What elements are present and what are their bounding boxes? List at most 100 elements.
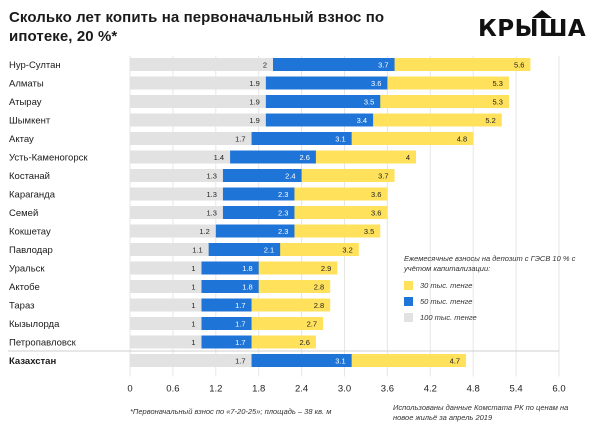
x-tick-label: 2.4 xyxy=(295,384,308,395)
value-label-100: 2 xyxy=(263,60,267,69)
category-label: Нур-Султан xyxy=(9,60,61,71)
value-label-100: 1.3 xyxy=(207,171,217,180)
value-label-100: 1 xyxy=(191,338,195,347)
value-label-30: 2.8 xyxy=(314,282,324,291)
value-label-50: 3.4 xyxy=(357,116,367,125)
value-label-100: 1.7 xyxy=(235,134,245,143)
bar-100 xyxy=(130,187,223,201)
bar-100 xyxy=(130,317,202,330)
x-tick-label: 3.0 xyxy=(338,384,351,395)
x-tick-label: 6.0 xyxy=(552,384,565,395)
category-label: Шымкент xyxy=(9,116,51,127)
category-label: Алматы xyxy=(9,79,44,90)
x-tick-label: 5.4 xyxy=(509,384,522,395)
value-label-30: 2.6 xyxy=(299,338,309,347)
legend-label-30: 30 тыс. тенге xyxy=(420,280,473,290)
value-label-30: 3.5 xyxy=(364,227,374,236)
value-label-50: 2.1 xyxy=(264,245,274,254)
value-label-50: 1.7 xyxy=(235,301,245,310)
category-label: Актау xyxy=(9,134,34,145)
category-label: Караганда xyxy=(9,190,56,201)
legend-label-50: 50 тыс. тенге xyxy=(420,296,473,306)
value-label-100: 1.1 xyxy=(192,245,202,254)
value-label-100: 1.4 xyxy=(214,153,224,162)
logo-roof-icon xyxy=(532,10,552,18)
value-label-100: 1 xyxy=(191,282,195,291)
footnote: *Первоначальный взнос по «7-20-25»; площ… xyxy=(130,407,332,416)
value-label-100: 1.9 xyxy=(249,79,259,88)
value-label-30: 3.6 xyxy=(371,208,381,217)
category-label: Уральск xyxy=(9,264,45,275)
value-label-30: 2.7 xyxy=(307,319,317,328)
value-label-100: 1.3 xyxy=(207,190,217,199)
value-label-50: 2.3 xyxy=(278,190,288,199)
value-label-30: 5.3 xyxy=(493,97,503,106)
value-label-50: 3.6 xyxy=(371,79,381,88)
value-label-100: 1 xyxy=(191,264,195,273)
x-tick-label: 3.6 xyxy=(381,384,394,395)
legend-title: Ежемесячные взносы на депозит с ГЭСВ 10 … xyxy=(404,254,576,273)
value-label-100: 1 xyxy=(191,319,195,328)
category-label: Казахстан xyxy=(9,356,56,367)
value-label-50: 3.7 xyxy=(378,60,388,69)
bar-100 xyxy=(130,243,209,256)
legend-label-100: 100 тыс. тенге xyxy=(420,312,477,322)
value-label-30: 2.8 xyxy=(314,301,324,310)
legend-item-30: 30 тыс. тенге xyxy=(404,280,584,290)
x-tick-label: 1.2 xyxy=(209,384,222,395)
value-label-50: 3.1 xyxy=(335,134,345,143)
category-label: Семей xyxy=(9,208,38,219)
x-tick-label: 4.2 xyxy=(424,384,437,395)
category-label: Тараз xyxy=(9,301,34,312)
value-label-30: 4.8 xyxy=(457,134,467,143)
value-label-30: 3.2 xyxy=(342,245,352,254)
bar-100 xyxy=(130,298,202,312)
value-label-50: 1.7 xyxy=(235,338,245,347)
category-label: Кокшетау xyxy=(9,227,51,238)
value-label-100: 1.7 xyxy=(235,356,245,365)
category-label: Кызылорда xyxy=(9,319,60,330)
bar-100 xyxy=(130,335,202,349)
value-label-50: 2.6 xyxy=(299,153,309,162)
bar-100 xyxy=(130,280,202,293)
value-label-50: 1.7 xyxy=(235,319,245,328)
value-label-100: 1.9 xyxy=(249,116,259,125)
value-label-50: 2.4 xyxy=(285,171,295,180)
bar-100 xyxy=(130,261,202,275)
bar-100 xyxy=(130,169,223,182)
value-label-100: 1.3 xyxy=(207,208,217,217)
legend-item-50: 50 тыс. тенге xyxy=(404,296,584,306)
value-label-30: 5.6 xyxy=(514,60,524,69)
legend-item-100: 100 тыс. тенге xyxy=(404,312,584,322)
bar-100 xyxy=(130,113,266,127)
brand-logo: КРЫША xyxy=(478,16,587,42)
category-label: Петропавловск xyxy=(9,338,77,349)
value-label-30: 4.7 xyxy=(450,356,460,365)
category-label: Актобе xyxy=(9,282,40,293)
bar-100 xyxy=(130,58,273,71)
value-label-50: 1.8 xyxy=(242,282,252,291)
bar-100 xyxy=(130,224,216,238)
x-tick-label: 0 xyxy=(127,384,132,395)
value-label-100: 1.9 xyxy=(249,97,259,106)
x-tick-label: 0.6 xyxy=(166,384,179,395)
bar-100 xyxy=(130,206,223,219)
bar-100 xyxy=(130,132,252,145)
value-label-30: 3.7 xyxy=(378,171,388,180)
category-label: Павлодар xyxy=(9,245,53,256)
value-label-100: 1 xyxy=(191,301,195,310)
value-label-50: 1.8 xyxy=(242,264,252,273)
category-label: Костанай xyxy=(9,171,50,182)
category-label: Атырау xyxy=(9,97,42,108)
value-label-30: 4 xyxy=(406,153,410,162)
legend-swatch-100 xyxy=(404,312,413,322)
value-label-30: 3.6 xyxy=(371,190,381,199)
chart-title: Сколько лет копить на первоначальный взн… xyxy=(9,9,385,45)
value-label-50: 3.5 xyxy=(364,97,374,106)
x-tick-label: 1.8 xyxy=(252,384,265,395)
legend-swatch-30 xyxy=(404,280,413,290)
value-label-30: 5.3 xyxy=(493,79,503,88)
value-label-50: 3.1 xyxy=(335,356,345,365)
x-tick-label: 4.8 xyxy=(467,384,480,395)
